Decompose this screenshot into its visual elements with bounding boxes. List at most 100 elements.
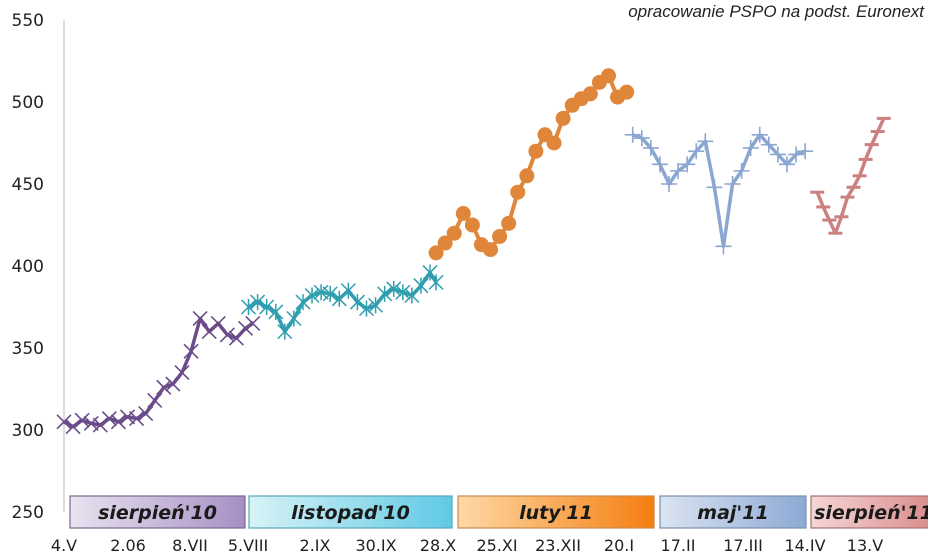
period-band-label: listopad'10 xyxy=(291,502,410,524)
data-point xyxy=(277,323,293,340)
data-point xyxy=(742,139,759,156)
data-point xyxy=(210,315,226,331)
x-tick-label: 23.XII xyxy=(535,536,581,555)
data-point xyxy=(286,310,302,327)
series-line xyxy=(434,73,628,255)
data-series xyxy=(56,68,891,435)
data-point xyxy=(322,285,338,302)
y-tick-label: 500 xyxy=(12,93,44,113)
data-point xyxy=(156,379,172,395)
x-tick-label: 14.IV xyxy=(784,536,825,555)
data-point xyxy=(760,136,777,153)
y-tick-label: 250 xyxy=(12,503,44,523)
data-point xyxy=(250,294,266,311)
x-tick-label: 5.VIII xyxy=(228,536,268,555)
data-point xyxy=(428,274,444,291)
series-line xyxy=(815,117,886,235)
data-point xyxy=(147,392,163,409)
period-band-label: sierpień'11 xyxy=(814,502,928,524)
data-point xyxy=(688,143,705,160)
y-tick-label: 350 xyxy=(12,339,44,359)
data-point xyxy=(455,206,471,222)
x-tick-label: 28.X xyxy=(420,536,456,555)
data-point xyxy=(304,287,320,304)
data-point xyxy=(642,139,659,156)
data-point xyxy=(165,376,181,392)
data-point xyxy=(582,86,598,102)
data-point xyxy=(519,168,535,184)
data-point xyxy=(245,315,261,331)
period-band xyxy=(659,495,807,529)
data-point xyxy=(422,264,438,281)
data-point xyxy=(528,143,544,159)
data-point xyxy=(501,215,517,231)
data-point xyxy=(65,419,81,435)
period-band xyxy=(810,495,928,529)
data-point xyxy=(56,414,72,430)
data-point xyxy=(349,294,365,311)
data-point xyxy=(510,184,526,200)
y-tick-label: 450 xyxy=(12,175,44,195)
data-point xyxy=(464,217,480,233)
x-tick-label: 2.06 xyxy=(110,536,146,555)
data-point xyxy=(358,300,375,317)
data-point xyxy=(661,176,677,192)
data-point xyxy=(268,303,284,320)
x-tick-label: 8.VII xyxy=(172,536,208,555)
data-point xyxy=(751,126,768,143)
data-point xyxy=(769,146,786,163)
data-point xyxy=(619,84,635,100)
y-tick-label: 300 xyxy=(12,421,44,441)
y-tick-label: 550 xyxy=(12,11,44,31)
x-tick-label: 25.XI xyxy=(476,536,517,555)
x-tick-label: 17.II xyxy=(661,536,696,555)
data-point xyxy=(624,126,641,143)
data-point xyxy=(437,235,453,251)
data-point xyxy=(138,406,154,422)
x-tick-label: 4.V xyxy=(51,536,77,555)
data-point xyxy=(119,409,136,425)
data-point xyxy=(237,320,254,336)
x-tick-labels: 4.V 2.06 8.VII 5.VIII 2.IX 30.IX 28.X 25.XI 23.X… xyxy=(51,536,883,555)
data-point xyxy=(295,294,311,311)
data-point xyxy=(651,156,668,173)
y-tick-label: 400 xyxy=(12,257,44,277)
period-band-label: maj'11 xyxy=(697,502,768,524)
data-point xyxy=(715,238,732,255)
y-tick-labels: 250 300 350 400 450 500 550 xyxy=(12,11,44,523)
period-band xyxy=(248,495,453,529)
data-point xyxy=(633,130,650,147)
data-point xyxy=(110,414,127,430)
data-point xyxy=(368,297,384,314)
data-point xyxy=(413,277,429,294)
data-point xyxy=(313,284,329,301)
data-point xyxy=(797,143,814,160)
data-point xyxy=(219,327,235,343)
x-tick-label: 2.IX xyxy=(300,536,331,555)
data-point xyxy=(733,162,750,179)
data-point xyxy=(788,146,805,163)
data-point xyxy=(183,343,199,359)
x-tick-label: 20.I xyxy=(604,536,634,555)
data-point xyxy=(259,299,275,315)
data-point xyxy=(386,280,402,297)
period-band xyxy=(457,495,655,529)
data-point xyxy=(101,410,117,427)
data-point xyxy=(340,282,356,299)
data-point xyxy=(778,156,795,173)
data-point xyxy=(240,299,257,315)
x-tick-label: 13.V xyxy=(847,536,883,555)
data-point xyxy=(92,417,108,433)
x-tick-label: 17.III xyxy=(723,536,763,555)
data-point xyxy=(724,176,741,192)
data-point xyxy=(601,68,616,84)
data-point xyxy=(174,365,190,381)
data-point xyxy=(428,245,444,261)
data-point xyxy=(555,110,571,126)
data-point xyxy=(192,310,208,327)
data-point xyxy=(546,135,562,151)
series-line xyxy=(63,316,254,429)
source-note: opracowanie PSPO na podst. Euronext xyxy=(628,2,924,21)
x-tick-label: 30.IX xyxy=(355,536,396,555)
